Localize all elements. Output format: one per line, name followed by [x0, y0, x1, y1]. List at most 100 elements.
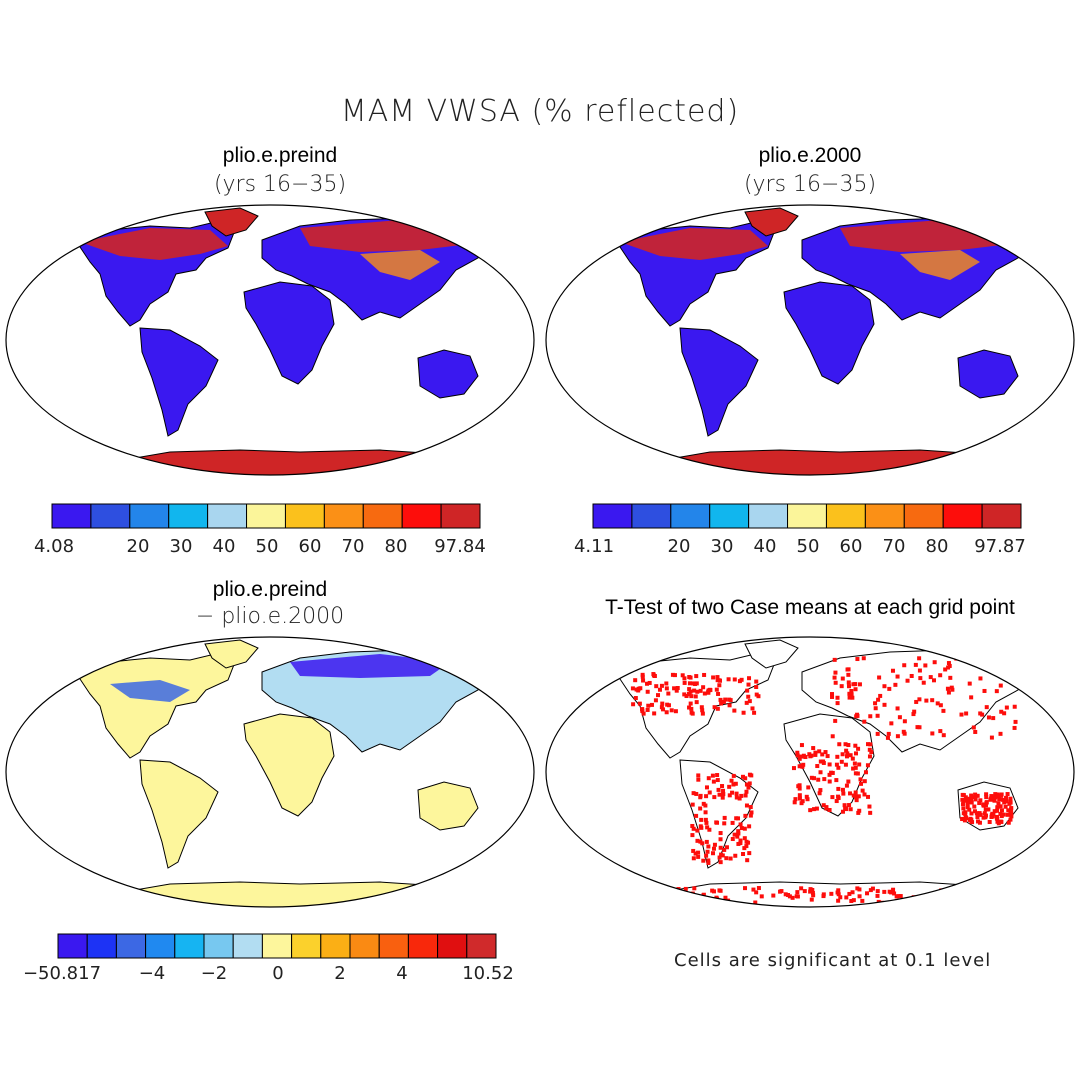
significant-cell — [754, 679, 759, 684]
significant-cell — [750, 706, 755, 711]
significant-cell — [687, 687, 692, 692]
significant-cell — [855, 886, 860, 891]
significant-cell — [869, 750, 874, 755]
significant-cell — [959, 712, 964, 717]
significant-cell — [897, 715, 902, 720]
continent-greenland — [204, 207, 259, 237]
significant-cell — [981, 802, 986, 807]
significant-cell — [844, 748, 849, 753]
significant-cell — [707, 827, 712, 832]
significant-cell — [963, 795, 968, 800]
significant-cell — [796, 784, 801, 789]
significant-cell — [727, 784, 732, 789]
significant-cell — [695, 689, 700, 694]
significant-cell — [731, 773, 736, 778]
significant-cell — [704, 794, 709, 799]
significant-cell — [894, 894, 899, 899]
significant-cell — [857, 887, 862, 892]
significant-cell — [707, 687, 712, 692]
significant-cell — [847, 891, 852, 896]
significant-cell — [868, 888, 873, 893]
tick-label: 80 — [925, 536, 949, 557]
significant-cell — [986, 897, 991, 902]
significant-cell — [833, 680, 838, 685]
continent-antarctica — [111, 449, 475, 475]
significant-cell — [720, 784, 725, 789]
colorbar-swatch — [942, 503, 983, 529]
significant-cell — [753, 900, 758, 905]
significant-cell — [833, 670, 838, 675]
significant-cell — [747, 851, 752, 856]
significant-cell — [965, 805, 970, 810]
significant-cell — [733, 781, 738, 786]
significant-cell — [833, 718, 838, 723]
figure-title: MAM VWSA (% reflected) — [340, 94, 740, 129]
significant-cell — [691, 848, 696, 853]
significant-cell — [946, 891, 951, 896]
significant-cell — [812, 776, 817, 781]
significant-cell — [743, 793, 748, 798]
significant-cell — [652, 711, 657, 716]
significant-cell — [901, 729, 906, 734]
significant-cell — [973, 729, 978, 734]
map-panel-difference — [5, 636, 535, 908]
significant-cell — [1003, 804, 1008, 809]
significant-cell — [840, 676, 845, 681]
significant-cell — [982, 688, 987, 693]
tick-label: 97.84 — [434, 536, 486, 557]
significant-cell — [695, 838, 700, 843]
map-boundary — [545, 636, 1075, 908]
significant-cell — [860, 788, 865, 793]
tick-label: 97.87 — [974, 536, 1026, 557]
significant-cell — [689, 706, 694, 711]
significant-cell — [969, 898, 974, 903]
significant-cell — [813, 752, 818, 757]
significant-cell — [694, 674, 699, 679]
significant-cell — [715, 773, 720, 778]
continent-australia — [417, 781, 479, 831]
significant-cell — [996, 821, 1001, 826]
significant-cell — [748, 813, 753, 818]
significant-cell — [963, 815, 968, 820]
significant-cell — [740, 774, 745, 779]
colorbar-swatch — [407, 933, 439, 959]
significant-cell — [838, 895, 843, 900]
significant-cell — [998, 683, 1003, 688]
significant-cell — [722, 815, 727, 820]
colorbar-swatch — [129, 503, 170, 529]
significant-cell — [718, 860, 723, 865]
significant-cell — [664, 681, 669, 686]
significant-cell — [746, 694, 751, 699]
snow-band-asia — [360, 250, 440, 280]
significant-cell — [915, 725, 920, 730]
significant-cell — [817, 749, 822, 754]
snow-band-north-america — [80, 228, 228, 260]
significant-cell — [645, 681, 650, 686]
significant-cell — [790, 895, 795, 900]
significant-cell — [809, 775, 814, 780]
significant-cell — [895, 734, 900, 739]
significant-cell — [938, 729, 943, 734]
significant-cell — [656, 693, 661, 698]
significant-cell — [742, 826, 747, 831]
significant-cell — [687, 705, 692, 710]
significant-cell — [982, 811, 987, 816]
significant-cell — [1012, 725, 1017, 730]
significant-cell — [987, 899, 992, 904]
significant-cell — [686, 691, 691, 696]
significant-cell — [636, 686, 641, 691]
colorbar-swatch — [174, 933, 205, 959]
significant-cell — [846, 672, 851, 677]
significant-cell — [836, 786, 841, 791]
continent-northAmerica — [77, 653, 236, 759]
significant-cell — [640, 707, 645, 712]
significant-cell — [932, 660, 937, 665]
significant-cell — [749, 810, 754, 815]
significant-cell — [704, 785, 709, 790]
significant-cell — [738, 838, 743, 843]
significant-cell — [690, 711, 695, 716]
significant-cell — [736, 831, 741, 836]
significant-cell — [715, 675, 720, 680]
significant-cell — [960, 802, 965, 807]
panel-2-title: plio.e.2000 — [758, 144, 862, 167]
